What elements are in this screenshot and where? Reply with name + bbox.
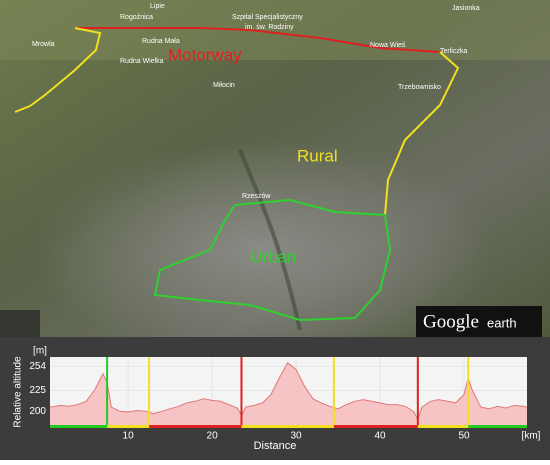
place-label: Rudna Mała	[142, 38, 180, 45]
motorway-route	[75, 27, 441, 53]
place-label: Jasionka	[452, 5, 480, 12]
zone-segment	[149, 425, 242, 428]
city-area	[30, 140, 490, 360]
place-label: Trzebownisko	[398, 84, 441, 91]
x-tick-label: 10	[123, 431, 135, 442]
zone-segment	[333, 425, 418, 428]
toolbar	[0, 310, 40, 337]
y-tick-label: 254	[29, 361, 46, 372]
altitude-line	[49, 362, 528, 421]
fields	[0, 0, 550, 60]
x-tick-label: 20	[207, 431, 219, 442]
place-label: Miłocin	[213, 82, 235, 89]
y-tick-label: 225	[29, 385, 46, 396]
urban-route	[153, 198, 392, 322]
map: Lipie Rogoźnica Szpital Specjalistyczny …	[0, 0, 550, 360]
altitude-area	[50, 362, 527, 428]
river	[238, 149, 302, 331]
place-label: Rogoźnica	[120, 14, 153, 21]
y-unit: [m]	[33, 346, 47, 357]
zone-segment	[417, 425, 469, 428]
y-tick-label: 200	[29, 406, 46, 417]
x-unit: [km]	[522, 431, 541, 442]
route-label: Motorway	[168, 45, 242, 64]
place-label: Lipie	[150, 3, 165, 10]
place-label: im. św. Rodziny	[245, 24, 294, 31]
zone-segment	[50, 425, 108, 428]
place-label: Szpital Specjalistyczny	[232, 14, 303, 21]
zone-segment	[468, 425, 527, 428]
place-label: Rudna Wielka	[120, 58, 164, 65]
y-axis-label: Relative altitude	[13, 356, 24, 428]
zone-segment	[241, 425, 334, 428]
route-label: Rural	[297, 146, 338, 165]
logo-brand: Google	[423, 311, 479, 332]
logo-box	[416, 306, 542, 337]
zone-segment	[107, 425, 150, 428]
route-label: Urban	[250, 247, 296, 266]
place-label: Nowa Wieś	[370, 42, 406, 49]
altitude-chart: [m] Relative altitude Distance [km] 200 2…	[0, 337, 550, 460]
x-tick-label: 50	[458, 431, 470, 442]
x-axis-label: Distance	[254, 440, 297, 452]
place-label: Mrowla	[32, 41, 55, 48]
place-label: Terliczka	[440, 48, 467, 55]
rural-route-east	[384, 51, 460, 216]
x-tick-label: 40	[374, 431, 386, 442]
rural-route-west	[14, 27, 102, 113]
logo-product: earth	[487, 315, 517, 330]
x-tick-label: 30	[290, 431, 302, 442]
place-label: Rzeszów	[242, 193, 271, 200]
